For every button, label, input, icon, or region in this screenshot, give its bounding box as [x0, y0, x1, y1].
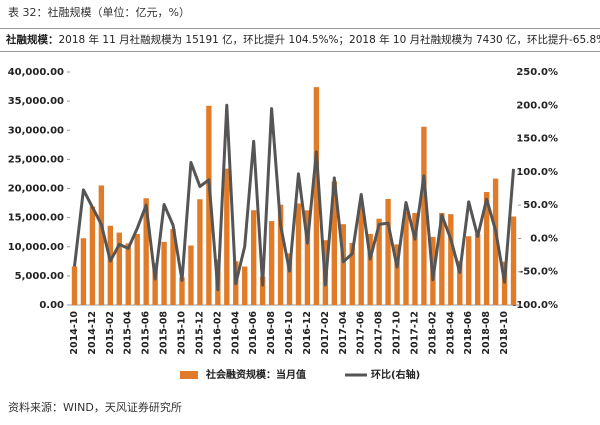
y-tick-label: 25,000.00 [8, 154, 64, 165]
y-tick-label: 30,000.00 [8, 125, 64, 136]
legend-label: 环比(右轴) [371, 368, 420, 381]
summary-lead: 社融规模： [6, 34, 59, 46]
summary-text: 2018 年 11 月社融规模为 15191 亿，环比提升 104.5%%；20… [58, 34, 600, 46]
bar [510, 216, 517, 305]
bar [188, 245, 194, 305]
y2-tick-label: -100.0% [512, 300, 558, 311]
bar [259, 276, 266, 305]
bar [304, 210, 311, 305]
bar [98, 185, 105, 305]
bar [152, 263, 158, 305]
bar [403, 211, 409, 305]
y2-tick-label: 100.0% [516, 167, 558, 178]
bar [376, 218, 382, 305]
bar [277, 204, 284, 305]
line [72, 103, 516, 292]
y-tick-label: 0.00 [39, 300, 64, 311]
y2-tick-label: 0.0% [530, 233, 558, 244]
x-tick-label: 2014-12 [87, 311, 98, 355]
bar [116, 232, 122, 305]
x-tick-label: 2018-08 [481, 311, 492, 355]
bar [286, 253, 293, 305]
x-tick-label: 2018-02 [427, 311, 438, 355]
x-tick-label: 2017-04 [338, 311, 349, 355]
x-tick-label: 2016-04 [230, 311, 241, 355]
source: 资料来源：WIND，天风证券研究所 [8, 401, 182, 414]
bar [439, 212, 445, 305]
x-tick-label: 2015-12 [194, 311, 205, 355]
bar [331, 181, 338, 305]
summary: 社融规模：2018 年 11 月社融规模为 15191 亿，环比提升 104.5… [0, 28, 600, 52]
bar [412, 212, 418, 305]
bar [313, 87, 320, 305]
y-tick-label: 20,000.00 [8, 184, 64, 195]
bar [224, 168, 230, 305]
x-tick-label: 2015-02 [105, 311, 116, 355]
x-tick-label: 2015-06 [141, 311, 152, 355]
x-tick-label: 2018-04 [445, 311, 456, 355]
x-tick-label: 2016-12 [302, 311, 313, 355]
y2-tick-label: 200.0% [516, 100, 558, 111]
bar [268, 221, 275, 305]
y2-tick-label: -50.0% [519, 267, 558, 278]
bar [474, 233, 481, 305]
x-tick-label: 2017-06 [356, 311, 367, 355]
y2-tick-label: 50.0% [523, 200, 558, 211]
x-tick-label: 2017-12 [409, 311, 420, 355]
y2-tick-label: 150.0% [516, 134, 558, 145]
x-tick-label: 2014-10 [69, 311, 80, 355]
chart: 0.00 5,000.00 10,000.00 15,000.00 20,000.00 2… [8, 67, 558, 381]
bar [295, 203, 302, 305]
bar [107, 225, 114, 305]
table-title: 表 32：社融规模（单位：亿元，%） [8, 6, 190, 19]
y-tick-label: 10,000.00 [8, 242, 64, 253]
x-tick-label: 2018-10 [499, 311, 510, 355]
bar [161, 241, 167, 305]
x-tick-label: 2016-08 [266, 311, 277, 355]
bar [250, 210, 257, 305]
bar [421, 126, 427, 305]
bar [367, 233, 373, 305]
bar [206, 105, 212, 305]
bar [394, 244, 400, 305]
bar [385, 198, 391, 305]
x-tick-label: 2017-08 [374, 311, 385, 355]
x-tick-label: 2017-02 [320, 311, 331, 355]
y-tick-label: 15,000.00 [8, 213, 64, 224]
bar [340, 224, 346, 305]
bar [71, 266, 78, 305]
bar [492, 178, 499, 305]
bar [143, 198, 149, 305]
bar [170, 229, 176, 305]
y-tick-label: 5,000.00 [15, 271, 64, 282]
x-tick-label: 2016-02 [212, 311, 223, 355]
x-tick-label: 2016-10 [284, 311, 295, 355]
y-tick-label: 40,000.00 [8, 67, 64, 78]
bar [448, 214, 454, 305]
legend-label: 社会融资规模：当月值 [205, 368, 306, 381]
x-tick-label: 2017-10 [392, 311, 403, 355]
x-tick-label: 2015-10 [177, 311, 188, 355]
y-tick-label: 35,000.00 [8, 96, 64, 107]
bar [358, 201, 364, 305]
x-tick-label: 2018-06 [463, 311, 474, 355]
x-tick-label: 2015-04 [123, 311, 134, 355]
x-tick-label: 2015-08 [159, 311, 170, 355]
bar [134, 233, 140, 305]
bar [80, 238, 87, 305]
bar [179, 277, 185, 305]
bar [457, 260, 463, 305]
y2-tick-label: 250.0% [516, 67, 558, 78]
bar [197, 199, 203, 305]
bar [125, 243, 131, 305]
bar [466, 236, 472, 305]
bar [483, 191, 490, 305]
x-tick-label: 2016-06 [248, 311, 259, 355]
bar [349, 242, 355, 305]
bar [242, 266, 248, 305]
bar [89, 206, 96, 305]
legend-swatch [180, 371, 198, 379]
